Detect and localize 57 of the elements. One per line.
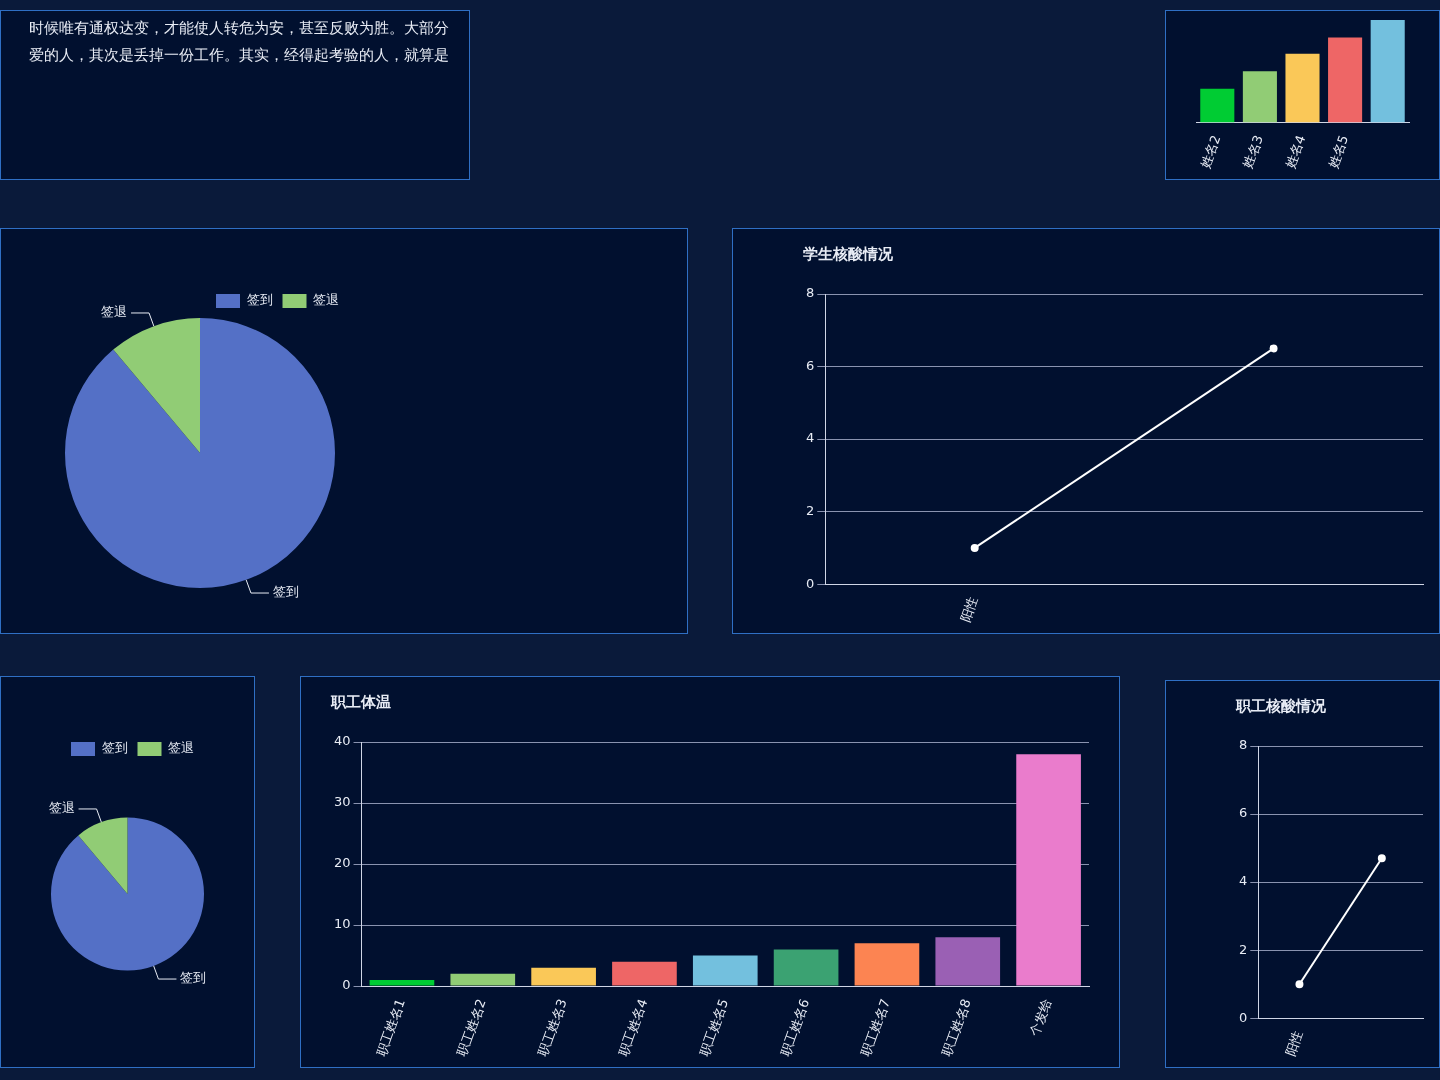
slice-label: 签退 xyxy=(101,304,128,320)
bar xyxy=(1285,53,1320,123)
chart-title: 职工核酸情况 xyxy=(1235,696,1327,715)
x-tick-label: 姓名4 xyxy=(1282,133,1309,171)
x-tick-label: 职工姓名8 xyxy=(939,996,974,1059)
y-tick-label: 6 xyxy=(1238,805,1248,821)
x-tick-label: 职工姓名3 xyxy=(534,996,570,1059)
slice-label: 签退 xyxy=(48,800,75,816)
y-tick-label: 30 xyxy=(334,794,351,810)
y-tick-label: 40 xyxy=(334,733,351,749)
x-tick-label: 个发给 xyxy=(1027,996,1055,1039)
bar xyxy=(1200,88,1235,123)
x-tick-label: 阳性 xyxy=(1282,1028,1306,1059)
legend-label: 签退 xyxy=(313,292,339,308)
y-tick-label: 20 xyxy=(334,855,351,871)
x-tick-label: 阳性 xyxy=(957,594,981,625)
y-tick-label: 4 xyxy=(1238,873,1248,889)
bar xyxy=(773,949,839,986)
y-tick-label: 10 xyxy=(334,916,351,932)
y-tick-label: 0 xyxy=(805,575,815,591)
bar xyxy=(692,955,758,986)
bar xyxy=(450,973,516,986)
x-tick-label: 职工姓名6 xyxy=(777,996,813,1059)
chart-title: 学生核酸情况 xyxy=(803,244,894,263)
y-tick-label: 6 xyxy=(805,357,815,373)
bar xyxy=(369,979,435,986)
x-tick-label: 职工姓名4 xyxy=(615,996,651,1059)
legend-label: 签到 xyxy=(246,292,273,308)
x-tick-label: 姓名3 xyxy=(1240,133,1266,171)
text: 爱的人，其次是丢掉一份工作。其实，经得起考验的人，就算是 xyxy=(29,45,449,66)
y-tick-label: 8 xyxy=(1238,737,1248,753)
y-tick-label: 8 xyxy=(805,285,815,301)
y-tick-label: 2 xyxy=(1238,941,1248,957)
y-tick-label: 0 xyxy=(1238,1009,1248,1025)
slice-label: 签到 xyxy=(272,584,299,600)
chart-title: 职工体温 xyxy=(330,692,391,711)
legend-label: 签到 xyxy=(101,740,128,756)
x-tick-label: 职工姓名2 xyxy=(454,996,489,1059)
y-tick-label: 2 xyxy=(805,503,815,519)
x-tick-label: 职工姓名7 xyxy=(858,996,893,1059)
bar xyxy=(854,943,920,986)
y-tick-label: 0 xyxy=(342,977,351,993)
bar xyxy=(1016,754,1081,986)
x-tick-label: 姓名2 xyxy=(1197,133,1224,171)
bar xyxy=(531,967,596,986)
y-tick-label: 4 xyxy=(805,430,815,446)
bar xyxy=(1328,37,1363,123)
slice-label: 签到 xyxy=(180,970,207,986)
legend-label: 签退 xyxy=(168,740,194,756)
x-tick-label: 职工姓名1 xyxy=(373,996,408,1059)
x-tick-label: 职工姓名5 xyxy=(696,996,732,1059)
bar xyxy=(935,937,1001,986)
text: 时候唯有通权达变，才能使人转危为安，甚至反败为胜。大部分 xyxy=(29,18,449,39)
bar xyxy=(1242,71,1277,123)
x-tick-label: 姓名5 xyxy=(1325,133,1352,171)
bar xyxy=(1370,20,1405,123)
bar xyxy=(612,961,677,986)
